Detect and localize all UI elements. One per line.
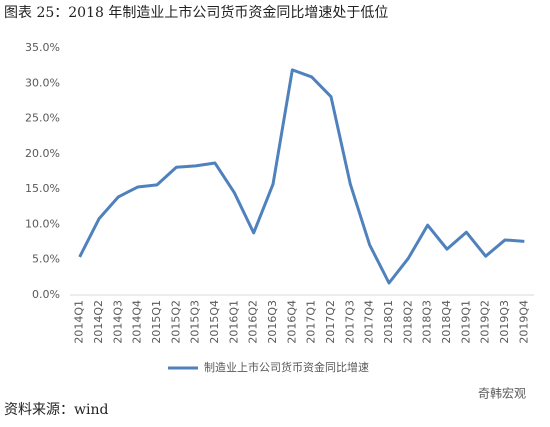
x-tick-label: 2016Q2 — [247, 300, 260, 344]
legend-label: 制造业上市公司货币资金同比增速 — [204, 360, 369, 374]
x-tick-label: 2015Q3 — [189, 300, 202, 344]
x-tick-label: 2014Q2 — [92, 300, 105, 344]
x-tick-label: 2015Q4 — [208, 300, 221, 344]
x-tick-label: 2015Q2 — [169, 300, 182, 344]
x-tick-label: 2018Q4 — [440, 300, 453, 344]
x-tick-label: 2014Q4 — [131, 300, 144, 344]
chart-title: 图表 25：2018 年制造业上市公司货币资金同比增速处于低位 — [4, 4, 388, 21]
x-tick-label: 2019Q4 — [517, 300, 530, 344]
x-tick-label: 2015Q1 — [150, 300, 163, 344]
y-tick-label: 5.0% — [32, 253, 60, 266]
x-tick-label: 2019Q2 — [479, 300, 492, 344]
x-tick-label: 2017Q3 — [343, 300, 356, 344]
x-tick-label: 2014Q3 — [111, 300, 124, 344]
x-tick-label: 2016Q1 — [227, 300, 240, 344]
watermark: 奇韩宏观 — [478, 386, 526, 401]
x-tick-label: 2018Q1 — [382, 300, 395, 344]
y-tick-label: 25.0% — [25, 112, 60, 125]
x-tick-label: 2017Q2 — [324, 300, 337, 344]
x-tick-label: 2017Q1 — [305, 300, 318, 344]
y-tick-label: 15.0% — [25, 182, 60, 195]
x-tick-label: 2019Q1 — [459, 300, 472, 344]
x-tick-label: 2018Q2 — [401, 300, 414, 344]
y-tick-label: 0.0% — [32, 288, 60, 301]
x-tick-label: 2018Q3 — [421, 300, 434, 344]
y-tick-label: 10.0% — [25, 217, 60, 230]
x-tick-label: 2016Q4 — [285, 300, 298, 344]
y-tick-label: 30.0% — [25, 76, 60, 89]
data-line — [78, 68, 525, 285]
x-tick-label: 2019Q3 — [498, 300, 511, 344]
y-tick-label: 20.0% — [25, 147, 60, 160]
source-note: 资料来源：wind — [4, 402, 108, 418]
x-tick-label: 2017Q4 — [363, 300, 376, 344]
x-tick-label: 2014Q1 — [73, 300, 86, 344]
y-tick-label: 35.0% — [25, 41, 60, 54]
x-tick-label: 2016Q3 — [266, 300, 279, 344]
